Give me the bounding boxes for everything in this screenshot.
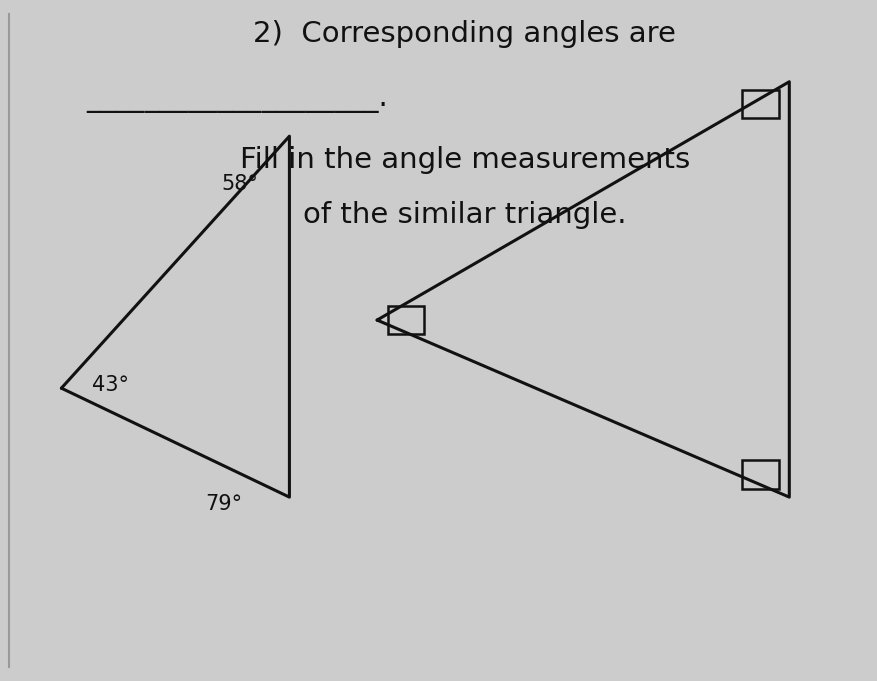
Bar (388, 306, 424, 334)
Text: ____________________.: ____________________. (86, 85, 388, 113)
Text: Fill in the angle measurements: Fill in the angle measurements (239, 146, 690, 174)
Text: 79°: 79° (205, 494, 242, 513)
Bar (742, 90, 779, 118)
Text: 58°: 58° (222, 174, 259, 194)
Text: of the similar triangle.: of the similar triangle. (303, 201, 626, 229)
Text: 43°: 43° (92, 375, 129, 395)
Text: 2)  Corresponding angles are: 2) Corresponding angles are (253, 20, 676, 48)
Bar (742, 460, 779, 489)
